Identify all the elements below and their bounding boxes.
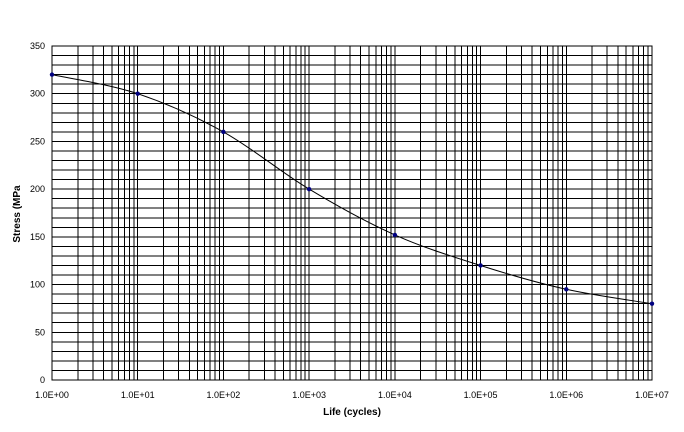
data-point bbox=[49, 72, 55, 77]
x-tick-label: 1.0E+02 bbox=[207, 390, 241, 400]
x-tick-label: 1.0E+06 bbox=[549, 390, 583, 400]
y-tick-label: 300 bbox=[30, 89, 45, 99]
y-tick-label: 250 bbox=[30, 136, 45, 146]
y-tick-label: 50 bbox=[35, 327, 45, 337]
y-tick-label: 100 bbox=[30, 280, 45, 290]
y-tick-labels: 0 50 100 150 200 250 300 350 bbox=[30, 41, 45, 385]
x-tick-label: 1.0E+04 bbox=[378, 390, 412, 400]
data-point bbox=[135, 91, 140, 96]
y-tick-label: 200 bbox=[30, 184, 45, 194]
y-axis-title: Stress (MPa bbox=[12, 185, 23, 243]
x-tick-label: 1.0E+05 bbox=[464, 390, 498, 400]
y-tick-label: 350 bbox=[30, 41, 45, 51]
x-tick-label: 1.0E+03 bbox=[292, 390, 326, 400]
data-point bbox=[392, 232, 398, 238]
y-tick-label: 0 bbox=[40, 375, 45, 385]
data-point bbox=[478, 263, 483, 268]
x-tick-label: 1.0E+01 bbox=[121, 390, 155, 400]
data-point bbox=[649, 301, 655, 306]
data-point bbox=[221, 129, 226, 135]
data-point bbox=[306, 186, 312, 192]
data-point bbox=[564, 287, 569, 292]
data-points bbox=[49, 72, 655, 306]
plot-area-border bbox=[51, 45, 653, 381]
stress-life-line bbox=[51, 74, 653, 305]
x-tick-label: 1.0E+00 bbox=[35, 390, 69, 400]
x-tick-label: 1.0E+07 bbox=[635, 390, 669, 400]
x-axis-title: Life (cycles) bbox=[323, 407, 381, 418]
x-tick-labels: 1.0E+00 1.0E+01 1.0E+02 1.0E+03 1.0E+04 1.0E+… bbox=[35, 390, 669, 400]
y-tick-label: 150 bbox=[30, 232, 45, 242]
